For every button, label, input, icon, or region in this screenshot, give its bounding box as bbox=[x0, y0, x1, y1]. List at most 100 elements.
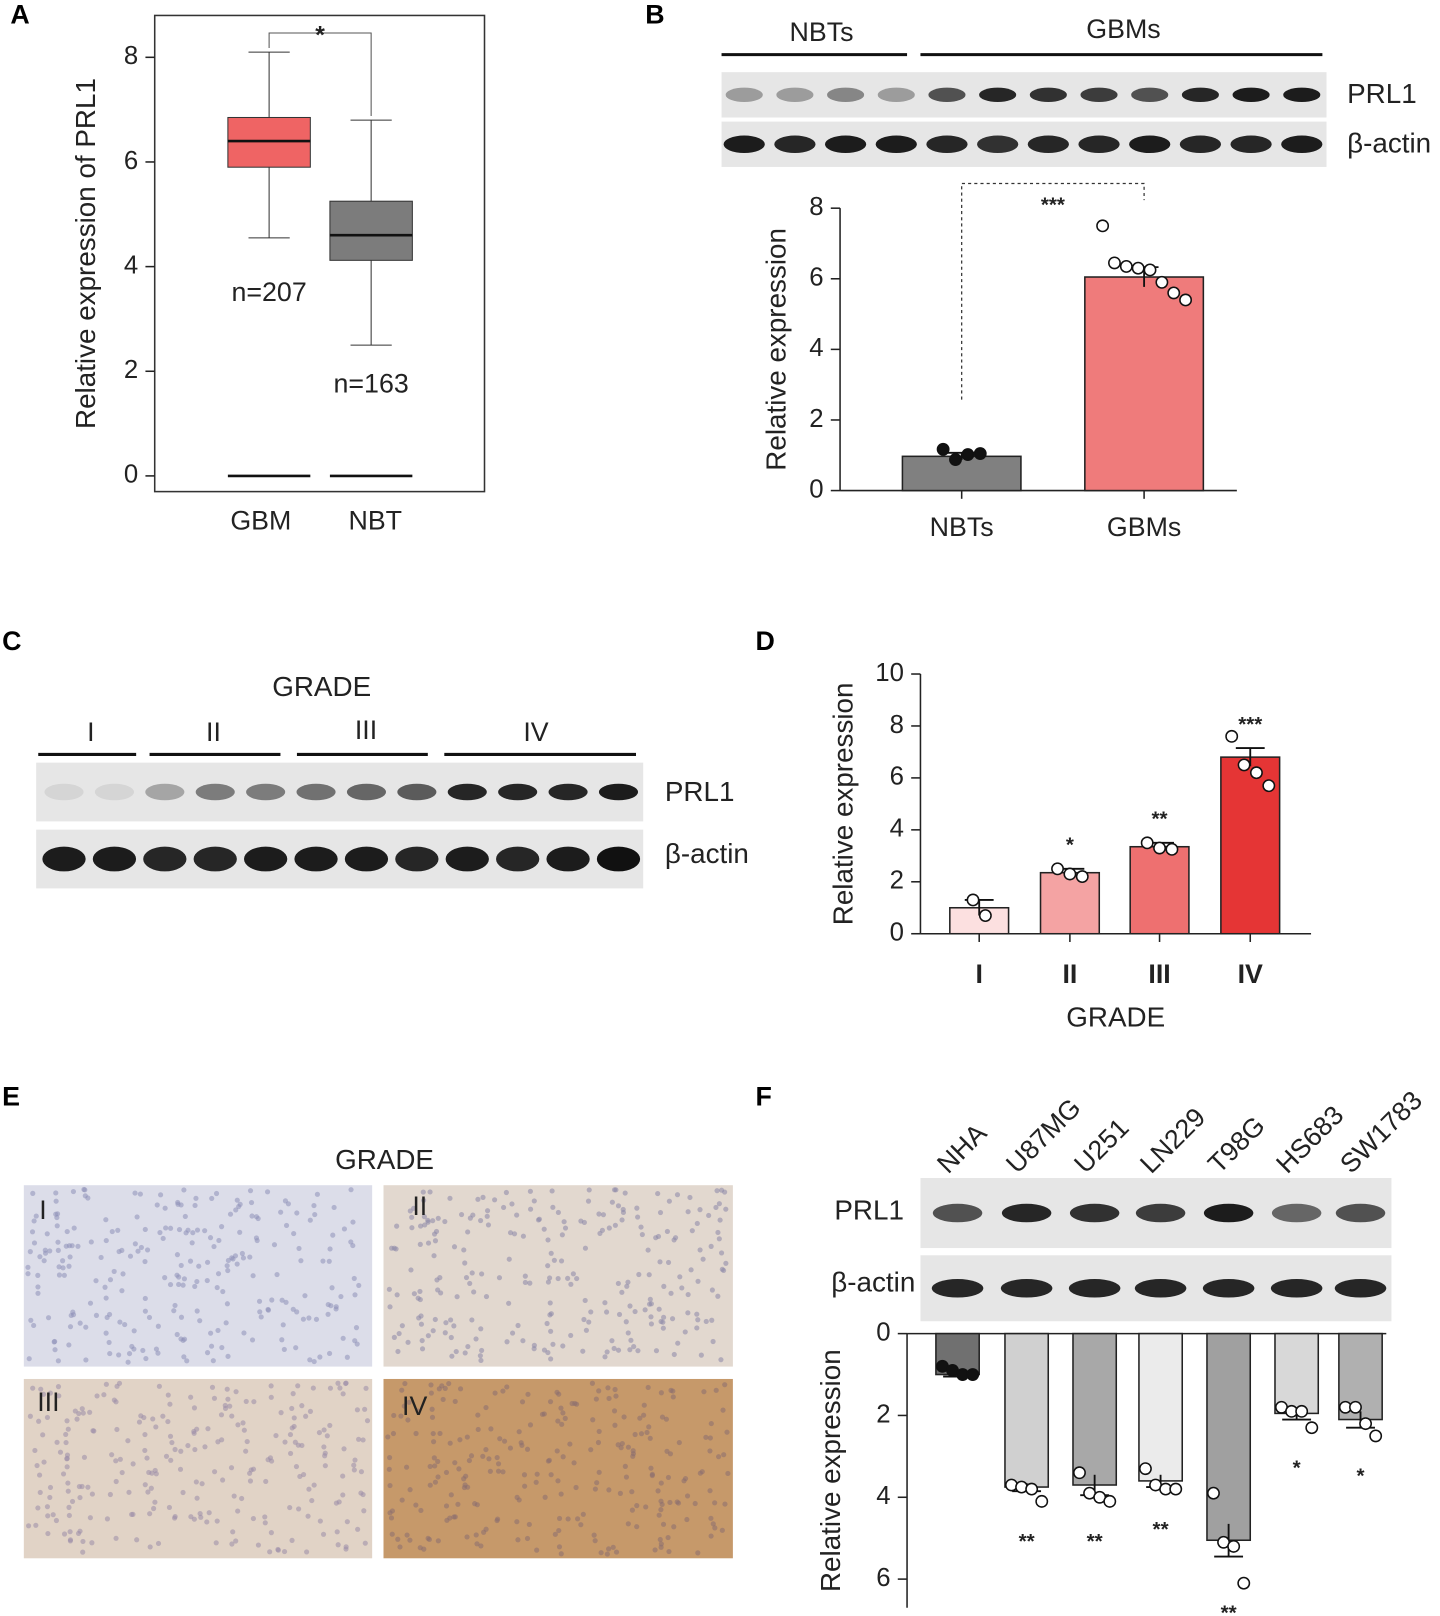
nucleus bbox=[674, 1499, 680, 1505]
nucleus bbox=[701, 1389, 707, 1395]
nucleus bbox=[634, 1524, 640, 1530]
nucleus bbox=[341, 1446, 347, 1452]
nucleus bbox=[151, 1505, 157, 1512]
nucleus bbox=[116, 1352, 122, 1358]
nucleus bbox=[478, 1217, 484, 1224]
nucleus bbox=[28, 1317, 34, 1323]
blot-band bbox=[294, 846, 338, 872]
lane-label: T98G bbox=[1202, 1110, 1271, 1179]
nucleus bbox=[658, 1390, 664, 1396]
data-point bbox=[1305, 1421, 1319, 1435]
nucleus bbox=[213, 1540, 219, 1546]
nucleus bbox=[353, 1325, 360, 1331]
significance: ** bbox=[1153, 1518, 1169, 1541]
nucleus bbox=[37, 1472, 43, 1478]
nucleus bbox=[41, 1459, 47, 1465]
nucleus bbox=[673, 1235, 679, 1241]
ihc-label: IV bbox=[402, 1391, 427, 1421]
nucleus bbox=[55, 1239, 61, 1245]
nucleus bbox=[677, 1274, 683, 1280]
nucleus bbox=[619, 1440, 625, 1447]
y-tick-label: 0 bbox=[876, 1318, 890, 1346]
nucleus bbox=[703, 1318, 709, 1325]
nucleus bbox=[44, 1231, 50, 1237]
nucleus bbox=[636, 1271, 642, 1278]
nucleus bbox=[209, 1195, 215, 1202]
nucleus bbox=[534, 1471, 540, 1477]
nucleus bbox=[437, 1430, 443, 1437]
nucleus bbox=[713, 1387, 719, 1393]
nucleus bbox=[177, 1466, 184, 1472]
nucleus bbox=[141, 1415, 147, 1421]
nucleus bbox=[140, 1347, 146, 1353]
data-point bbox=[949, 453, 962, 466]
nucleus bbox=[388, 1515, 395, 1521]
significance: ** bbox=[1152, 808, 1168, 831]
nucleus bbox=[386, 1286, 392, 1292]
nucleus bbox=[483, 1294, 490, 1300]
nucleus bbox=[215, 1271, 222, 1277]
nucleus bbox=[307, 1217, 313, 1223]
nucleus bbox=[135, 1248, 141, 1254]
nucleus bbox=[274, 1271, 280, 1278]
nucleus bbox=[41, 1258, 47, 1264]
nucleus bbox=[619, 1217, 625, 1223]
nucleus bbox=[629, 1507, 635, 1513]
nucleus bbox=[191, 1428, 197, 1435]
nucleus bbox=[613, 1393, 619, 1399]
nucleus bbox=[477, 1353, 483, 1359]
significance: ** bbox=[1221, 1601, 1237, 1616]
nucleus bbox=[709, 1317, 715, 1323]
nucleus bbox=[413, 1430, 419, 1437]
nucleus bbox=[348, 1239, 354, 1245]
data-point bbox=[1138, 1462, 1152, 1476]
nucleus bbox=[82, 1187, 88, 1193]
nucleus bbox=[685, 1209, 691, 1215]
nucleus bbox=[586, 1319, 592, 1325]
nucleus bbox=[113, 1458, 119, 1464]
nucleus bbox=[117, 1456, 123, 1462]
panel-letter: C bbox=[2, 626, 21, 656]
nucleus bbox=[45, 1513, 51, 1519]
nucleus bbox=[473, 1532, 479, 1538]
nucleus bbox=[69, 1243, 75, 1249]
nucleus bbox=[150, 1416, 156, 1422]
nucleus bbox=[314, 1191, 320, 1197]
nucleus bbox=[707, 1448, 713, 1454]
nucleus bbox=[285, 1201, 291, 1207]
nucleus bbox=[451, 1323, 457, 1329]
data-point bbox=[1167, 286, 1181, 300]
nucleus bbox=[321, 1427, 327, 1433]
nucleus bbox=[632, 1308, 638, 1315]
nucleus bbox=[142, 1295, 148, 1302]
nucleus bbox=[433, 1228, 440, 1234]
nucleus bbox=[534, 1547, 540, 1553]
nucleus bbox=[580, 1511, 586, 1517]
nucleus bbox=[181, 1276, 187, 1282]
nucleus bbox=[106, 1339, 112, 1345]
nucleus bbox=[122, 1322, 128, 1328]
nucleus bbox=[126, 1489, 132, 1495]
nucleus bbox=[655, 1233, 662, 1240]
x-tick-label: I bbox=[975, 959, 982, 989]
nucleus bbox=[120, 1271, 126, 1277]
blot-band bbox=[1271, 1203, 1322, 1223]
nucleus bbox=[435, 1458, 441, 1465]
nucleus bbox=[30, 1190, 36, 1196]
nucleus bbox=[103, 1330, 109, 1336]
nucleus bbox=[697, 1207, 703, 1213]
nucleus bbox=[233, 1389, 239, 1395]
nucleus bbox=[496, 1275, 503, 1281]
x-tick-label: III bbox=[1148, 959, 1170, 989]
nucleus bbox=[385, 1434, 391, 1440]
blot-band bbox=[447, 783, 487, 801]
nucleus bbox=[539, 1411, 546, 1417]
nucleus bbox=[475, 1412, 481, 1418]
nucleus bbox=[165, 1392, 171, 1398]
x-tick-label: NBTs bbox=[930, 512, 994, 542]
nucleus bbox=[268, 1383, 274, 1389]
nucleus bbox=[278, 1410, 284, 1416]
nucleus bbox=[555, 1275, 561, 1282]
y-tick-label: 6 bbox=[124, 147, 138, 175]
nucleus bbox=[504, 1384, 510, 1390]
